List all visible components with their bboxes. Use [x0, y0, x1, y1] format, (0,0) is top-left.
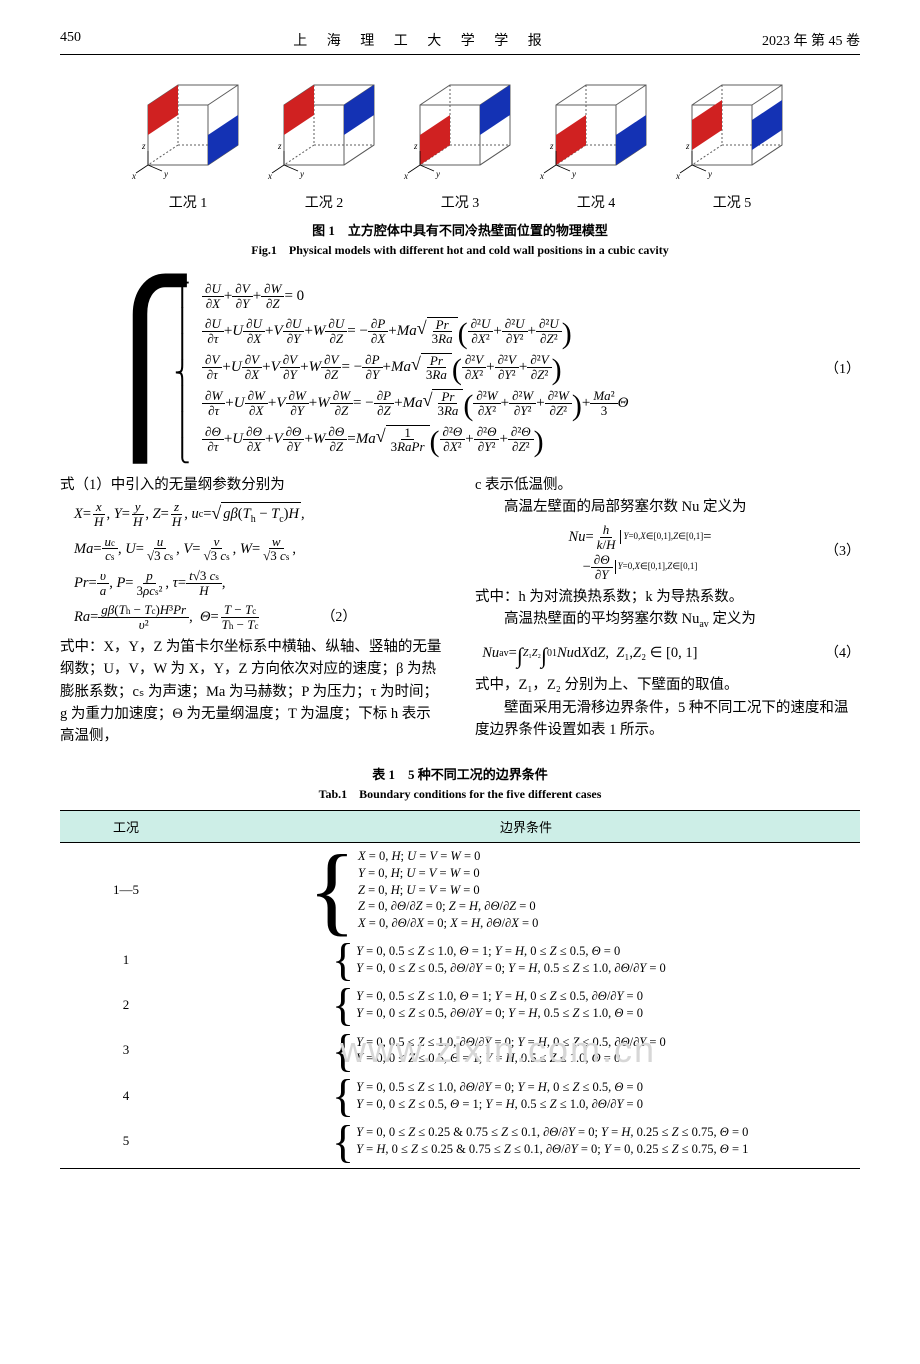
para-intro: 式（1）中引入的无量纲参数分别为 — [60, 474, 445, 496]
svg-text:y: y — [435, 169, 440, 179]
table-cell-case: 1—5 — [60, 842, 192, 937]
equation-1-number: （1） — [805, 358, 860, 378]
fig1-cube-5: x y z 工况 5 — [672, 75, 792, 212]
right-para-5: 式中，Z₁，Z₂ 分别为上、下壁面的取值。 — [475, 674, 860, 696]
equation-2: X = xH, Y = yH, Z = zH, uc = √gβ(Th − Tc… — [60, 500, 445, 631]
fig1-cube-4: x y z 工况 4 — [536, 75, 656, 212]
table-cell-case: 2 — [60, 982, 192, 1027]
fig1-cube-1: x y z 工况 1 — [128, 75, 248, 212]
equation-3: Nu = hk/H Y=0, X∈[0,1], Z∈[0,1] = − ∂Θ∂Y… — [475, 523, 860, 582]
svg-text:x: x — [403, 171, 408, 181]
svg-text:z: z — [685, 141, 690, 151]
page-number: 450 — [60, 30, 81, 50]
fig1-caption-en: Fig.1 Physical models with different hot… — [60, 241, 860, 258]
svg-text:y: y — [299, 169, 304, 179]
right-para-4: 高温热壁面的平均努塞尔数 Nuav 定义为 — [475, 608, 860, 632]
left-column: 式（1）中引入的无量纲参数分别为 X = xH, Y = yH, Z = zH,… — [60, 474, 445, 748]
table-row: 1{Y = 0, 0.5 ≤ Z ≤ 1.0, Θ = 1; Y = H, 0 … — [60, 937, 860, 982]
right-para-2: 高温左壁面的局部努塞尔数 Nu 定义为 — [475, 496, 860, 518]
fig1-cube-2: x y z 工况 2 — [264, 75, 384, 212]
fig1-label-1: 工况 1 — [128, 192, 248, 212]
table-row: 3{Y = 0, 0.5 ≤ Z ≤ 1.0, ∂Θ/∂Y = 0; Y = H… — [60, 1028, 860, 1073]
svg-text:y: y — [163, 169, 168, 179]
equation-1: ⎧ ⎧⎪⎪⎨⎪⎪⎩ ∂U∂X + ∂V∂Y + ∂W∂Z = 0 ∂U∂τ + … — [60, 268, 860, 468]
table-row: 4{Y = 0, 0.5 ≤ Z ≤ 1.0, ∂Θ/∂Y = 0; Y = H… — [60, 1073, 860, 1118]
svg-text:z: z — [549, 141, 554, 151]
table-cell-bc: {Y = 0, 0.5 ≤ Z ≤ 1.0, Θ = 1; Y = H, 0 ≤… — [192, 937, 860, 982]
fig1-caption-zh: 图 1 立方腔体中具有不同冷热壁面位置的物理模型 — [60, 220, 860, 239]
two-column-body: www.zixin.com.cn 式（1）中引入的无量纲参数分别为 X = xH… — [60, 474, 860, 748]
equation-4: Nuav = ∫Z₁Z₂ ∫01 Nu dX dZ, Z₁, Z₂ ∈ [0, … — [475, 636, 860, 670]
table-cell-case: 5 — [60, 1119, 192, 1169]
right-column: c 表示低温侧。 高温左壁面的局部努塞尔数 Nu 定义为 Nu = hk/H Y… — [475, 474, 860, 748]
equation-4-number: （4） — [805, 643, 860, 665]
issue-info: 2023 年 第 45 卷 — [762, 30, 860, 50]
right-para-1: c 表示低温侧。 — [475, 474, 860, 496]
svg-text:z: z — [413, 141, 418, 151]
right-para-3: 式中：h 为对流换热系数；k 为导热系数。 — [475, 586, 860, 608]
fig1-label-3: 工况 3 — [400, 192, 520, 212]
tab1-head-bc: 边界条件 — [192, 810, 860, 842]
equation-2-number: （2） — [301, 607, 356, 629]
fig1-cube-3: x y z 工况 3 — [400, 75, 520, 212]
right-para-6: 壁面采用无滑移边界条件，5 种不同工况下的速度和温度边界条件设置如表 1 所示。 — [475, 697, 860, 742]
figure-1-row: x y z 工况 1 x y z 工况 2 — [60, 75, 860, 212]
journal-title: 上 海 理 工 大 学 学 报 — [293, 30, 550, 50]
svg-text:x: x — [267, 171, 272, 181]
tab1-caption-en: Tab.1 Boundary conditions for the five d… — [60, 785, 860, 802]
table-cell-bc: {Y = 0, 0.5 ≤ Z ≤ 1.0, Θ = 1; Y = H, 0 ≤… — [192, 982, 860, 1027]
table-cell-bc: {X = 0, H; U = V = W = 0Y = 0, H; U = V … — [192, 842, 860, 937]
tab1-caption-zh: 表 1 5 种不同工况的边界条件 — [60, 764, 860, 783]
table-cell-bc: {Y = 0, 0.5 ≤ Z ≤ 1.0, ∂Θ/∂Y = 0; Y = H,… — [192, 1073, 860, 1118]
svg-text:x: x — [539, 171, 544, 181]
table-1: 工况 边界条件 1—5{X = 0, H; U = V = W = 0Y = 0… — [60, 810, 860, 1169]
table-cell-case: 4 — [60, 1073, 192, 1118]
svg-text:x: x — [131, 171, 136, 181]
tab1-head-case: 工况 — [60, 810, 192, 842]
left-para: 式中：X，Y，Z 为笛卡尔坐标系中横轴、纵轴、竖轴的无量纲数；U，V，W 为 X… — [60, 636, 445, 748]
table-cell-bc: {Y = 0, 0 ≤ Z ≤ 0.25 & 0.75 ≤ Z ≤ 0.1, ∂… — [192, 1119, 860, 1169]
svg-text:z: z — [141, 141, 146, 151]
fig1-label-2: 工况 2 — [264, 192, 384, 212]
table-row: 1—5{X = 0, H; U = V = W = 0Y = 0, H; U =… — [60, 842, 860, 937]
table-cell-bc: {Y = 0, 0.5 ≤ Z ≤ 1.0, ∂Θ/∂Y = 0; Y = H,… — [192, 1028, 860, 1073]
page-header: 450 上 海 理 工 大 学 学 报 2023 年 第 45 卷 — [60, 30, 860, 55]
table-cell-case: 1 — [60, 937, 192, 982]
fig1-label-4: 工况 4 — [536, 192, 656, 212]
table-row: 5{Y = 0, 0 ≤ Z ≤ 0.25 & 0.75 ≤ Z ≤ 0.1, … — [60, 1119, 860, 1169]
svg-text:z: z — [277, 141, 282, 151]
fig1-label-5: 工况 5 — [672, 192, 792, 212]
table-cell-case: 3 — [60, 1028, 192, 1073]
equation-3-number: （3） — [805, 541, 860, 563]
table-row: 2{Y = 0, 0.5 ≤ Z ≤ 1.0, Θ = 1; Y = H, 0 … — [60, 982, 860, 1027]
svg-text:y: y — [571, 169, 576, 179]
svg-text:y: y — [707, 169, 712, 179]
svg-text:x: x — [675, 171, 680, 181]
